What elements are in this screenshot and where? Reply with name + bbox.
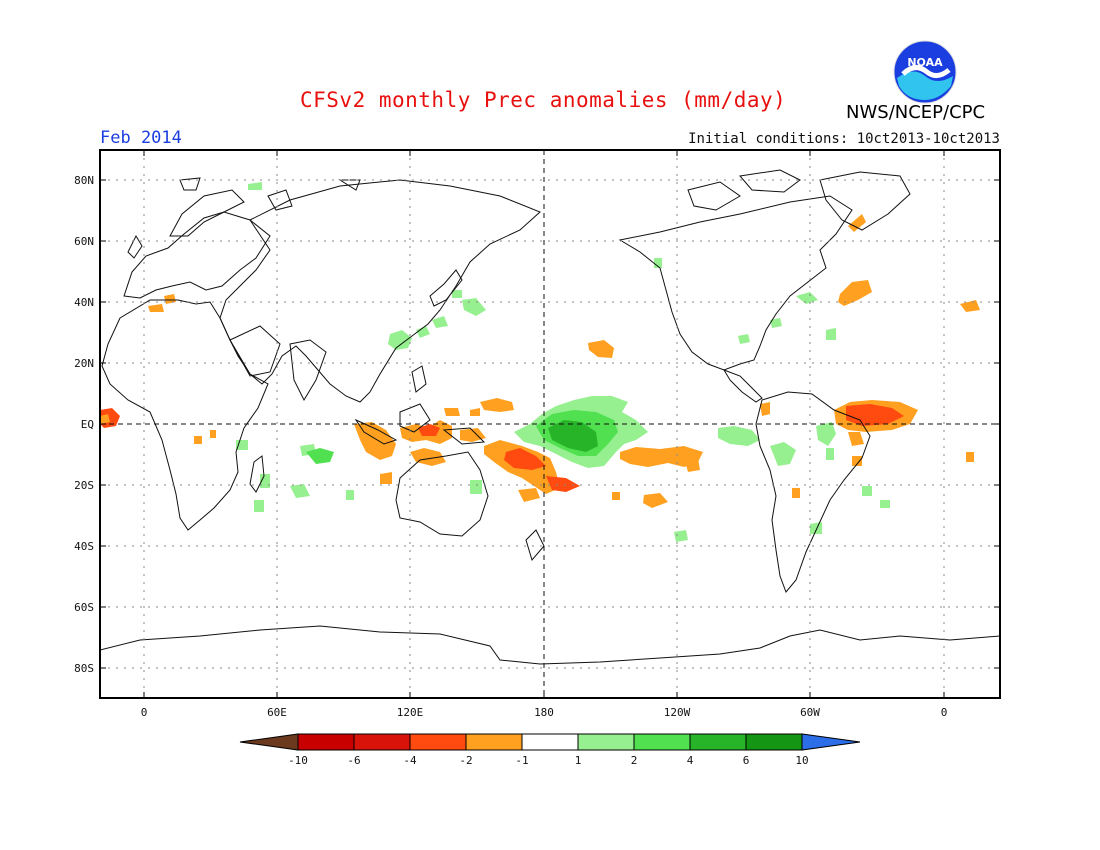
colorbar-swatch <box>689 733 747 751</box>
initial-conditions-label: Initial conditions: 10ct2013-10ct2013 <box>688 131 1000 147</box>
colorbar-label: -10 <box>288 754 308 767</box>
colorbar-label: 4 <box>687 754 694 767</box>
lat-label: 40S <box>74 540 94 553</box>
colorbar-swatch <box>465 733 523 751</box>
map-title: CFSv2 monthly Prec anomalies (mm/day) <box>300 88 787 112</box>
colorbar-low-arrow <box>239 733 299 751</box>
lat-label: 40N <box>74 296 94 309</box>
colorbar-swatch <box>521 733 579 751</box>
coastline-scandinavia <box>169 189 245 237</box>
grid-lines <box>100 150 1000 698</box>
coastline-arabia <box>229 325 281 377</box>
logo-text: NOAA <box>907 56 943 69</box>
lat-label: 20N <box>74 357 94 370</box>
coastline-central-america <box>722 369 763 403</box>
longitude-labels: 0 60E 120E 180 120W 60W 0 <box>141 706 948 719</box>
coastline-north-america <box>618 195 853 371</box>
colorbar: -10 -6 -4 -2 -1 1 2 4 6 10 <box>239 733 861 767</box>
colorbar-swatch <box>745 733 803 751</box>
coastline-newguinea <box>442 427 486 445</box>
lon-label: 0 <box>141 706 148 719</box>
coastline-europe <box>123 211 271 299</box>
colorbar-swatch <box>577 733 635 751</box>
coastline-asia <box>219 179 541 403</box>
lon-label: 180 <box>534 706 554 719</box>
colorbar-label: 1 <box>575 754 582 767</box>
lat-label: 20S <box>74 479 94 492</box>
coastline-arctic-4 <box>687 181 741 211</box>
coastline-indonesia <box>354 418 398 445</box>
noaa-logo-icon: NOAA <box>893 40 957 104</box>
coastline-australia <box>395 451 489 537</box>
colorbar-label: 2 <box>631 754 638 767</box>
coastline-japan <box>429 269 463 307</box>
tick-marks <box>100 150 1000 698</box>
lat-label: 80N <box>74 174 94 187</box>
coastline-south-america <box>755 391 871 593</box>
colorbar-swatch <box>633 733 691 751</box>
lat-label: 60N <box>74 235 94 248</box>
colorbar-swatch <box>353 733 411 751</box>
lon-label: 0 <box>941 706 948 719</box>
agency-label: NWS/NCEP/CPC <box>846 102 986 123</box>
coastline-africa <box>101 299 269 531</box>
colorbar-label: -2 <box>459 754 472 767</box>
colorbar-high-arrow <box>801 733 861 751</box>
coastlines <box>100 169 1000 665</box>
reference-lines <box>100 150 1000 698</box>
colorbar-label: -6 <box>347 754 360 767</box>
lat-label: 80S <box>74 662 94 675</box>
colorbar-label: -4 <box>403 754 417 767</box>
colorbar-swatch <box>409 733 467 751</box>
coastline-arctic-5 <box>739 169 801 193</box>
lon-label: 120E <box>397 706 424 719</box>
coastline-arctic-2 <box>267 189 293 211</box>
colorbar-swatch <box>297 733 355 751</box>
coastline-philippines <box>411 365 427 393</box>
coastline-greenland <box>819 171 911 231</box>
lat-label: 60S <box>74 601 94 614</box>
latitude-labels: 80N 60N 40N 20N EQ 20S 40S 60S 80S <box>74 174 94 675</box>
colorbar-label: 10 <box>795 754 808 767</box>
dry-anomalies <box>100 214 980 508</box>
lon-label: 120W <box>664 706 691 719</box>
coastline-antarctica <box>100 625 1000 665</box>
coastline-arctic-1 <box>179 177 201 191</box>
valid-month-label: Feb 2014 <box>100 128 182 148</box>
lon-label: 60E <box>267 706 287 719</box>
colorbar-label: 6 <box>743 754 750 767</box>
lon-label: 60W <box>800 706 820 719</box>
colorbar-label: -1 <box>515 754 528 767</box>
coastline-madagascar <box>249 455 265 493</box>
lat-label: EQ <box>81 418 94 431</box>
coastline-india <box>289 339 327 402</box>
anomaly-shading <box>100 182 980 542</box>
wet-anomalies <box>236 182 890 542</box>
